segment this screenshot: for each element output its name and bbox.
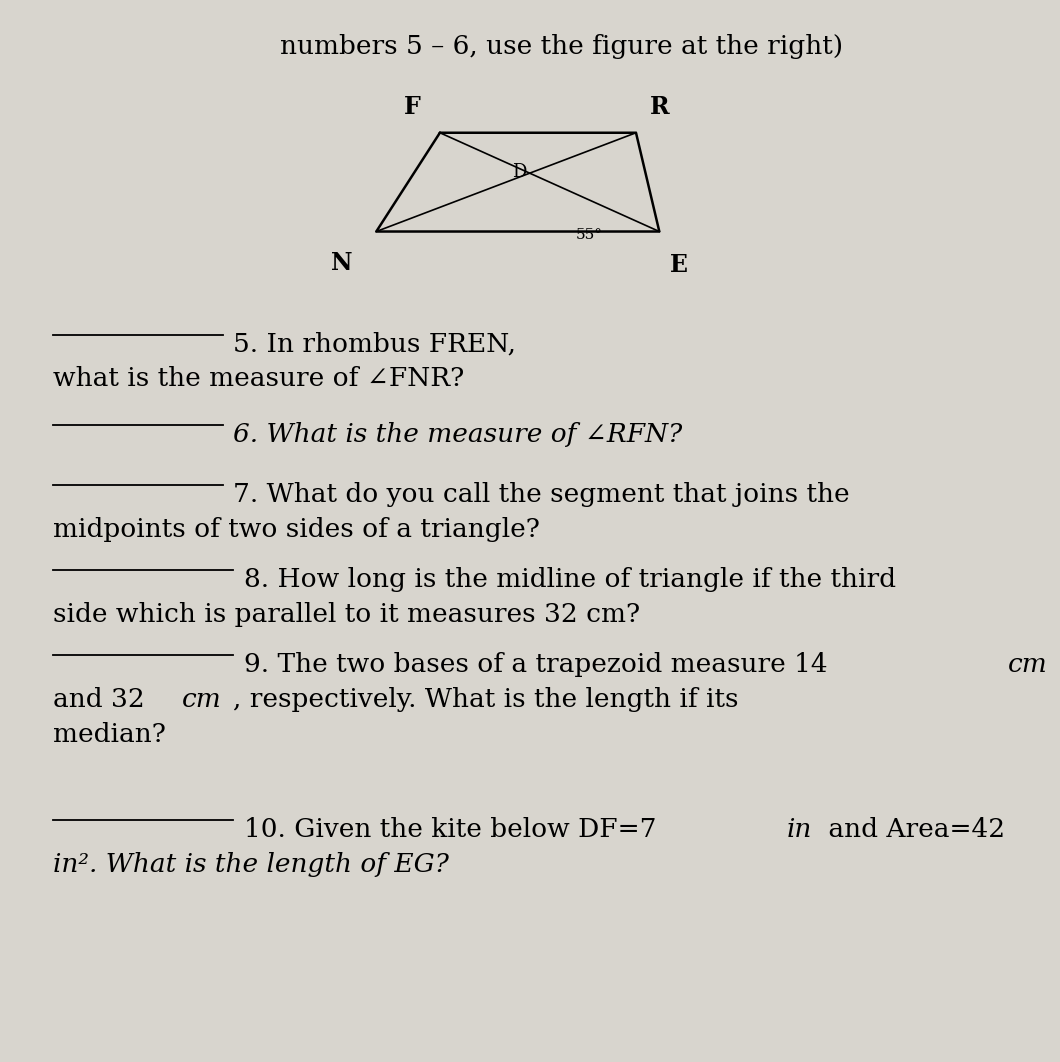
Text: and Area=42: and Area=42	[819, 817, 1005, 842]
Text: E: E	[670, 253, 688, 277]
Text: side which is parallel to it measures 32 cm?: side which is parallel to it measures 32…	[53, 602, 640, 628]
Text: 55°: 55°	[576, 228, 602, 242]
Text: in: in	[787, 817, 812, 842]
Text: F: F	[404, 95, 421, 119]
Text: , respectively. What is the length if its: , respectively. What is the length if it…	[233, 687, 739, 713]
Text: midpoints of two sides of a triangle?: midpoints of two sides of a triangle?	[53, 517, 540, 543]
Text: D: D	[512, 164, 527, 181]
Text: 6. What is the measure of ∠RFN?: 6. What is the measure of ∠RFN?	[233, 422, 683, 447]
Text: 9. The two bases of a trapezoid measure 14: 9. The two bases of a trapezoid measure …	[244, 652, 835, 678]
Text: N: N	[332, 251, 353, 275]
Text: what is the measure of ∠FNR?: what is the measure of ∠FNR?	[53, 366, 464, 392]
Text: R: R	[650, 95, 670, 119]
Text: 7. What do you call the segment that joins the: 7. What do you call the segment that joi…	[233, 482, 850, 508]
Text: in². What is the length of EG?: in². What is the length of EG?	[53, 852, 448, 877]
Text: and 32: and 32	[53, 687, 153, 713]
Text: 5. In rhombus FREN,: 5. In rhombus FREN,	[233, 331, 516, 357]
Text: numbers 5 – 6, use the figure at the right): numbers 5 – 6, use the figure at the rig…	[280, 34, 844, 59]
Text: cm: cm	[1008, 652, 1047, 678]
Text: cm: cm	[182, 687, 222, 713]
Text: 8. How long is the midline of triangle if the third: 8. How long is the midline of triangle i…	[244, 567, 896, 593]
Text: 10. Given the kite below DF=7: 10. Given the kite below DF=7	[244, 817, 665, 842]
Text: median?: median?	[53, 722, 165, 748]
